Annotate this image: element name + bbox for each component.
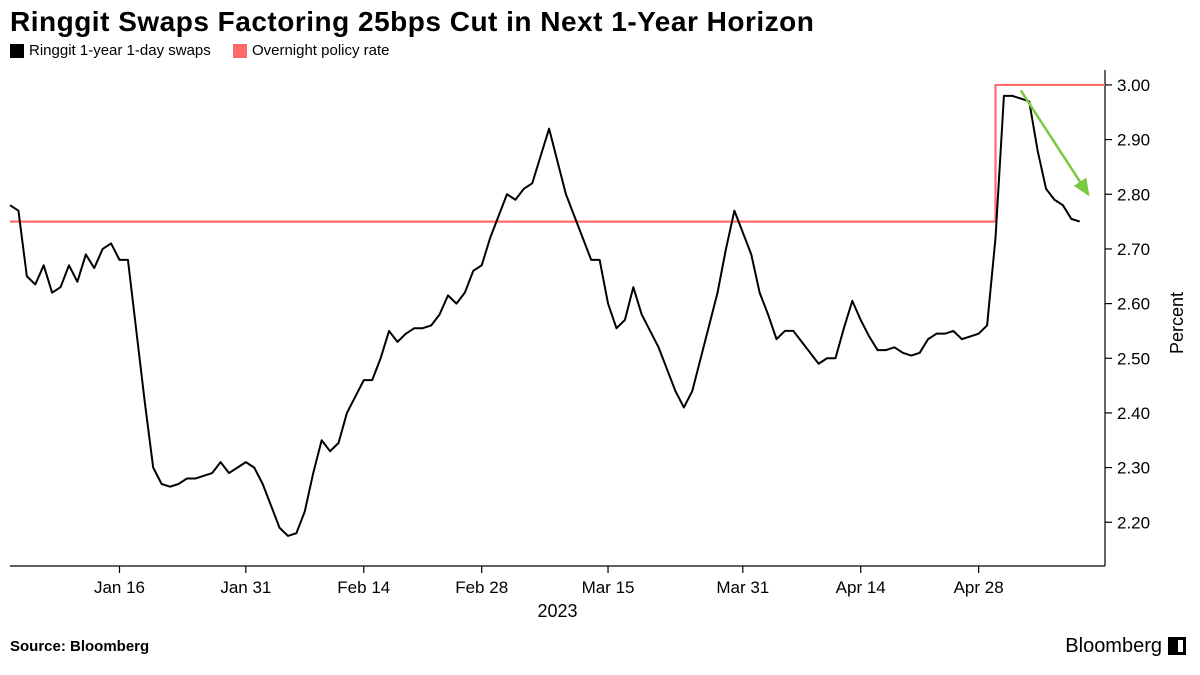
svg-text:2.20: 2.20: [1117, 513, 1150, 532]
svg-text:2.30: 2.30: [1117, 458, 1150, 477]
legend-swatch-2: [233, 44, 247, 58]
legend-item-series1: Ringgit 1-year 1-day swaps: [10, 42, 211, 59]
svg-text:Percent: Percent: [1167, 291, 1187, 353]
svg-text:Mar 15: Mar 15: [582, 578, 635, 597]
legend: Ringgit 1-year 1-day swaps Overnight pol…: [0, 40, 1200, 66]
svg-text:2.90: 2.90: [1117, 130, 1150, 149]
svg-text:Apr 14: Apr 14: [836, 578, 886, 597]
svg-text:3.00: 3.00: [1117, 75, 1150, 94]
svg-text:Jan 31: Jan 31: [220, 578, 271, 597]
legend-swatch-1: [10, 44, 24, 58]
svg-text:2.60: 2.60: [1117, 294, 1150, 313]
svg-text:2.70: 2.70: [1117, 239, 1150, 258]
brand-icon: [1168, 637, 1186, 655]
svg-text:2.40: 2.40: [1117, 403, 1150, 422]
footer: Source: Bloomberg Bloomberg: [0, 631, 1200, 658]
chart-svg: 2.20 2.30 2.40 2.50 2.60 2.70 2.80 2.90 3.00 Perc…: [0, 66, 1200, 626]
chart-title: Ringgit Swaps Factoring 25bps Cut in Nex…: [0, 0, 1200, 40]
svg-text:Feb 14: Feb 14: [337, 578, 390, 597]
svg-text:2.80: 2.80: [1117, 185, 1150, 204]
brand-text: Bloomberg: [1065, 635, 1162, 658]
legend-item-series2: Overnight policy rate: [233, 42, 390, 59]
svg-text:2023: 2023: [537, 601, 577, 621]
chart-area: 2.20 2.30 2.40 2.50 2.60 2.70 2.80 2.90 3.00 Perc…: [0, 66, 1200, 631]
svg-text:Mar 31: Mar 31: [716, 578, 769, 597]
svg-text:Feb 28: Feb 28: [455, 578, 508, 597]
brand: Bloomberg: [1065, 635, 1186, 658]
svg-text:2.50: 2.50: [1117, 349, 1150, 368]
source-text: Source: Bloomberg: [10, 638, 149, 655]
svg-text:Apr 28: Apr 28: [954, 578, 1004, 597]
legend-label-2: Overnight policy rate: [252, 42, 390, 59]
svg-text:Jan 16: Jan 16: [94, 578, 145, 597]
legend-label-1: Ringgit 1-year 1-day swaps: [29, 42, 211, 59]
